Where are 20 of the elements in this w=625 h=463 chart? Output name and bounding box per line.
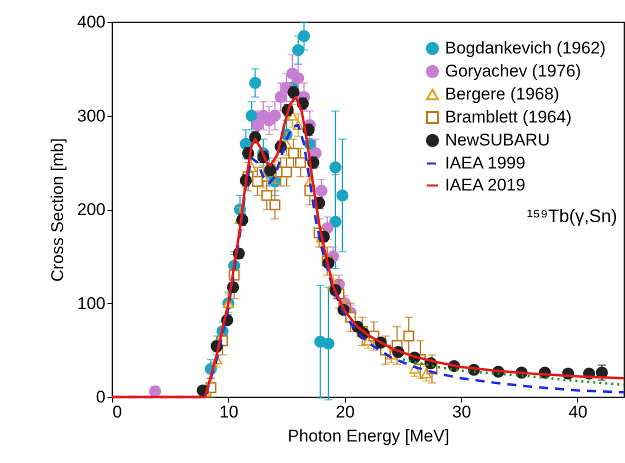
y-tick-label: 100 bbox=[77, 294, 106, 313]
x-tick-label: 0 bbox=[112, 402, 122, 422]
annotation: ¹⁵⁹Tb(γ,Sn) bbox=[526, 206, 618, 226]
x-tick-label: 30 bbox=[452, 402, 472, 422]
legend-label: Goryachev (1976) bbox=[445, 62, 582, 80]
y-tick-label: 0 bbox=[96, 388, 106, 406]
y-tick-label: 300 bbox=[77, 106, 106, 126]
legend-label: Bergere (1968) bbox=[445, 84, 560, 104]
legend-label: NewSUBARU bbox=[445, 130, 550, 150]
legend-label: IAEA 1999 bbox=[445, 154, 526, 172]
y-axis-title: Cross Section [mb] bbox=[48, 138, 68, 282]
y-tick-label: 400 bbox=[77, 12, 106, 32]
legend-label: IAEA 2019 bbox=[445, 176, 526, 194]
legend-label: Bogdankevich (1962) bbox=[445, 38, 606, 58]
x-axis-title: Photon Energy [MeV] bbox=[288, 426, 450, 446]
legend-label: Bramblett (1964) bbox=[445, 108, 572, 126]
x-tick-label: 40 bbox=[568, 402, 588, 422]
y-tick-label: 200 bbox=[77, 200, 106, 219]
x-tick-label: 20 bbox=[336, 402, 355, 422]
x-tick-label: 10 bbox=[219, 402, 238, 422]
